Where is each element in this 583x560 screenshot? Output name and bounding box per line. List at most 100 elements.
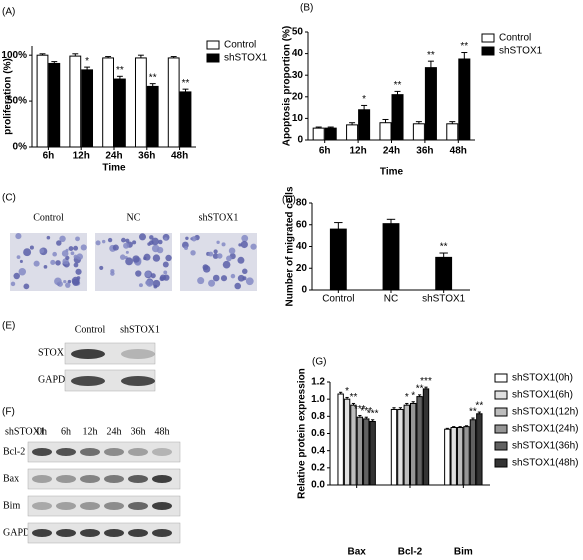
- bar: [146, 85, 159, 148]
- cell: [159, 276, 165, 282]
- significance-label: *: [362, 94, 366, 105]
- bar: [350, 404, 357, 486]
- y-tick-label: 0.6: [311, 428, 325, 439]
- significance-label: ***: [354, 404, 366, 415]
- bar: [463, 426, 470, 486]
- bar: [346, 124, 359, 141]
- cell: [132, 255, 140, 263]
- significance-label: **: [394, 80, 402, 91]
- cell: [149, 235, 154, 240]
- significance-label: **: [460, 41, 468, 52]
- significance-label: **: [149, 72, 157, 83]
- band: [152, 448, 172, 456]
- band: [80, 448, 100, 456]
- cell: [125, 257, 133, 266]
- y-tick-label: 40: [296, 241, 308, 252]
- band: [152, 502, 172, 510]
- cell: [119, 254, 126, 260]
- cell: [151, 237, 159, 246]
- y-axis-label: Relative protein expression: [297, 368, 308, 499]
- cell: [164, 237, 168, 241]
- y-tick-label: 0.0: [311, 480, 325, 491]
- bar: [356, 416, 364, 486]
- significance-label: *: [345, 386, 349, 397]
- cell: [197, 277, 205, 285]
- cell: [63, 280, 67, 284]
- band: [152, 475, 172, 483]
- y-tick-label: 0%: [13, 142, 28, 153]
- cell: [138, 233, 147, 241]
- bar: [102, 57, 115, 148]
- row-label: Bcl-2: [3, 446, 25, 457]
- cell: [153, 284, 158, 289]
- band: [121, 349, 155, 359]
- cell: [237, 256, 245, 264]
- cell: [71, 276, 80, 285]
- cell: [242, 276, 247, 281]
- legend-swatch: [481, 33, 495, 43]
- y-tick-label: 0.4: [311, 445, 325, 456]
- x-axis-label: Time: [380, 167, 404, 178]
- cell: [18, 268, 27, 276]
- significance-label: **: [182, 78, 190, 89]
- y-axis-label: Number of migrated cells: [285, 186, 296, 306]
- cell: [213, 249, 218, 254]
- bar: [81, 69, 94, 148]
- y-tick-label: 0.2: [311, 462, 325, 473]
- panel-label: (B): [300, 3, 313, 14]
- cell: [73, 254, 78, 259]
- cell: [217, 253, 223, 259]
- cell: [144, 271, 151, 278]
- y-tick-label: 10: [292, 113, 304, 124]
- legend-label: shSTOX1: [224, 53, 268, 64]
- panel-label: (D): [282, 195, 296, 206]
- lane-label: 48h: [155, 426, 170, 437]
- significance-label: **: [116, 65, 124, 76]
- significance-label: **: [475, 401, 483, 412]
- bar: [134, 57, 147, 148]
- legend-label: shSTOX1(6h): [512, 390, 573, 401]
- lane-label: 6h: [61, 426, 71, 437]
- bar: [382, 223, 400, 291]
- significance-label: *: [411, 390, 415, 401]
- x-tick-label: Bax: [347, 547, 366, 558]
- band: [128, 529, 148, 537]
- legend-label: shSTOX1: [499, 46, 543, 57]
- cell: [33, 260, 40, 267]
- cell: [125, 238, 130, 243]
- image-caption: Control: [33, 212, 64, 223]
- band: [152, 529, 172, 537]
- x-tick-label: 48h: [171, 151, 188, 162]
- panel-label: (A): [2, 7, 15, 18]
- bar: [390, 408, 398, 486]
- cell: [73, 245, 79, 251]
- cell: [80, 244, 87, 251]
- cell: [19, 259, 23, 263]
- band: [80, 475, 100, 483]
- blot: [27, 441, 181, 463]
- x-tick-label: 12h: [73, 151, 90, 162]
- lane-label: 24h: [107, 426, 122, 437]
- bar: [476, 413, 483, 486]
- significance-label: *: [85, 56, 89, 67]
- cell: [68, 246, 74, 252]
- legend-swatch: [494, 441, 508, 451]
- band: [56, 448, 76, 456]
- bar: [369, 420, 376, 486]
- cell: [121, 237, 126, 243]
- cell: [245, 277, 254, 286]
- y-tick-label: 40: [292, 48, 304, 59]
- bar: [36, 54, 49, 148]
- panel-label: (F): [2, 407, 15, 418]
- cell: [230, 273, 236, 279]
- cell: [56, 240, 62, 246]
- bar: [312, 127, 325, 141]
- x-tick-label: shSTOX1: [422, 294, 466, 305]
- panel-label: (E): [2, 321, 15, 332]
- bar: [379, 122, 392, 141]
- x-tick-label: NC: [384, 294, 398, 305]
- legend-swatch: [494, 407, 508, 417]
- x-tick-label: 24h: [383, 146, 400, 157]
- cell: [67, 279, 72, 284]
